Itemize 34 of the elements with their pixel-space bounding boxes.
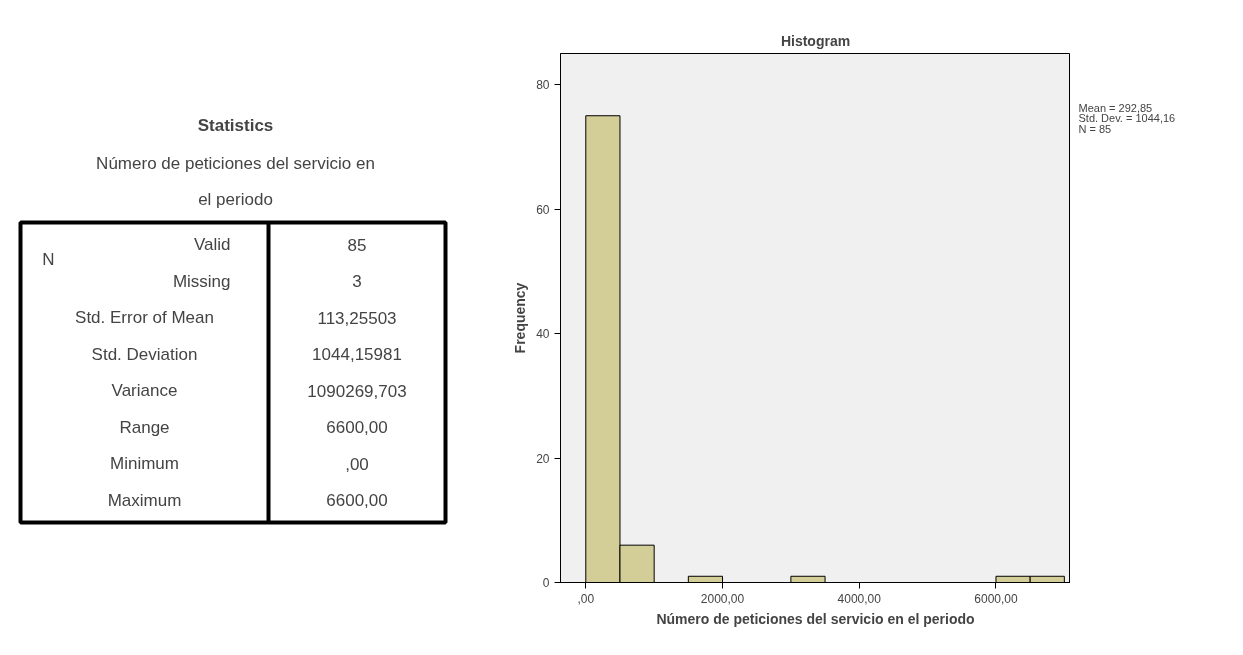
y-tick-label: 80: [536, 78, 550, 93]
text: 113,25503: [317, 308, 397, 328]
text: Std. Deviation: [91, 344, 198, 364]
text: Maximum: [107, 490, 182, 510]
y-tick-label: 0: [542, 576, 550, 590]
text: Minimum: [110, 454, 179, 474]
text: 85: [347, 235, 367, 255]
chart-title: Histogram: [780, 32, 851, 49]
x-axis-title: Número de peticiones del servicio en el periodo: [656, 610, 975, 627]
y-tick-label: 20: [536, 451, 550, 466]
text: Número de peticiones del servicio en el periodo: [96, 154, 375, 209]
text: 1090269,703: [307, 381, 407, 401]
y-axis-title: Frequency: [512, 282, 529, 354]
text: 1044,15981: [312, 345, 402, 365]
text: N: [42, 249, 55, 269]
y-tick-label: 40: [536, 327, 550, 342]
x-tick-label: ,00: [577, 591, 595, 606]
text: Std. Error of Mean: [75, 308, 214, 328]
text: Valid: [193, 235, 231, 255]
y-tick-label: 60: [536, 202, 550, 217]
text: N = 85: [1078, 122, 1112, 135]
text: Mean = 292,85: [1078, 101, 1153, 114]
text: 6600,00: [326, 491, 388, 511]
text: Std. Dev. = 1044,16: [1078, 112, 1176, 125]
text: Missing: [172, 271, 231, 291]
x-tick-label: 6000,00: [974, 591, 1018, 606]
x-tick-label: 4000,00: [837, 591, 882, 606]
text: ,00: [345, 454, 369, 474]
text: Statistics: [197, 116, 274, 135]
text: 3: [352, 272, 362, 292]
x-tick-label: 2000,00: [700, 591, 745, 606]
text: Variance: [111, 381, 178, 401]
text: Range: [119, 417, 170, 437]
text: 6600,00: [326, 418, 388, 438]
